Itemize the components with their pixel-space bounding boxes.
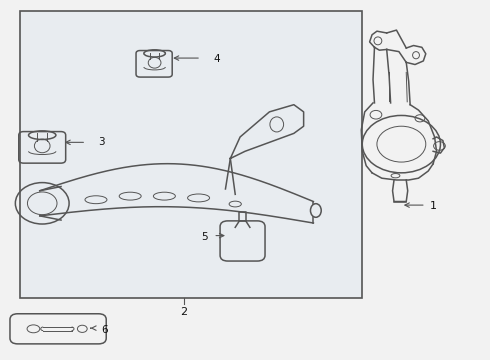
Text: 6: 6 <box>101 325 107 335</box>
Text: 3: 3 <box>98 138 105 147</box>
Text: 2: 2 <box>180 307 188 317</box>
FancyBboxPatch shape <box>20 12 362 298</box>
Text: 4: 4 <box>213 54 220 64</box>
Text: 5: 5 <box>201 232 208 242</box>
Text: 1: 1 <box>430 201 437 211</box>
